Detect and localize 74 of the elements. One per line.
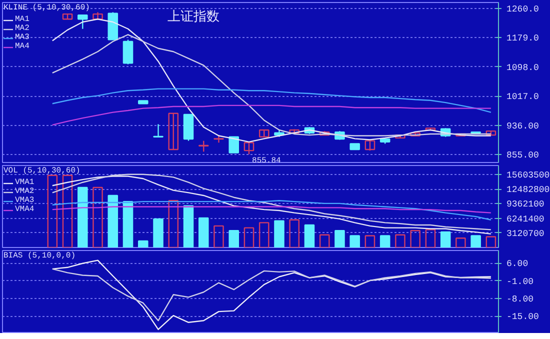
candlestick bbox=[364, 140, 376, 152]
annotation: 855.84 bbox=[252, 156, 282, 166]
annotation: BIAS (5,10,0,0) bbox=[4, 252, 76, 260]
y-tick-label: 3120700 bbox=[506, 228, 544, 239]
y-tick-label: 1179.0 bbox=[506, 34, 539, 44]
legend-label: MA3 bbox=[15, 33, 30, 42]
candlestick bbox=[122, 39, 134, 65]
bar bbox=[319, 234, 330, 248]
bar bbox=[183, 205, 194, 248]
y-tick-label: 15603500 bbox=[506, 170, 550, 180]
bar bbox=[334, 230, 345, 248]
y-tick-label: 9362100 bbox=[506, 200, 544, 210]
y-tick-label: 855.00 bbox=[506, 150, 539, 161]
bar bbox=[470, 235, 481, 248]
line-series bbox=[52, 104, 492, 126]
line-series bbox=[52, 88, 492, 113]
line-series bbox=[52, 206, 492, 214]
bar bbox=[395, 234, 406, 248]
line-series bbox=[52, 34, 492, 136]
y-tick-label: 12482800 bbox=[506, 185, 550, 196]
legend-label: MA2 bbox=[15, 24, 30, 33]
bar bbox=[122, 200, 134, 248]
legend-label: MA4 bbox=[15, 42, 30, 51]
bar bbox=[350, 235, 360, 248]
text: 上证指数 bbox=[168, 10, 220, 24]
y-tick-label: 1260.0 bbox=[506, 4, 539, 14]
bar bbox=[258, 222, 270, 248]
candlestick bbox=[168, 112, 179, 150]
bar bbox=[138, 240, 148, 248]
bar bbox=[274, 220, 284, 248]
bar bbox=[440, 231, 451, 248]
y-tick-label: -15.00 bbox=[506, 312, 539, 322]
candlestick bbox=[92, 12, 103, 20]
bar bbox=[364, 235, 376, 248]
line-series bbox=[52, 260, 492, 330]
y-tick-label: 936.00 bbox=[506, 121, 539, 132]
annotation: VOL (5,10,30,60) bbox=[4, 166, 80, 176]
y-tick-label: 6.00 bbox=[506, 259, 528, 270]
y-tick-label: -8.00 bbox=[506, 294, 534, 304]
bar bbox=[244, 227, 254, 248]
y-tick-label: 6241400 bbox=[506, 214, 544, 224]
legend-label: VMA2 bbox=[15, 187, 35, 196]
bar bbox=[153, 218, 164, 248]
y-tick-label: 1098.0 bbox=[506, 62, 539, 73]
y-tick-label: 1017.0 bbox=[506, 92, 539, 102]
bar bbox=[62, 174, 73, 248]
candlestick bbox=[198, 140, 209, 152]
line-series bbox=[52, 200, 492, 220]
candlestick bbox=[153, 124, 164, 138]
bar bbox=[108, 194, 118, 248]
candlestick bbox=[78, 14, 88, 30]
legend-label: VMA1 bbox=[15, 178, 35, 187]
bar bbox=[78, 186, 88, 248]
annotation: KLINE (5,10,30,60) bbox=[4, 4, 90, 12]
candlestick bbox=[244, 142, 254, 155]
bar bbox=[228, 230, 239, 248]
line-series bbox=[52, 268, 492, 322]
legend-label: MA1 bbox=[15, 15, 30, 24]
bar bbox=[425, 229, 436, 248]
bar bbox=[214, 225, 224, 248]
legend-label: VMA4 bbox=[15, 205, 35, 214]
bar bbox=[486, 236, 496, 248]
bar bbox=[168, 200, 179, 248]
bar bbox=[47, 174, 58, 248]
bar bbox=[289, 219, 300, 248]
bar bbox=[410, 230, 420, 248]
bar bbox=[456, 238, 466, 248]
bar bbox=[92, 186, 103, 248]
bar bbox=[380, 235, 390, 248]
y-tick-label: -1.00 bbox=[506, 276, 534, 287]
candlestick bbox=[228, 136, 239, 154]
bar bbox=[198, 217, 209, 248]
legend-label: VMA3 bbox=[15, 196, 35, 205]
bar bbox=[304, 224, 315, 248]
